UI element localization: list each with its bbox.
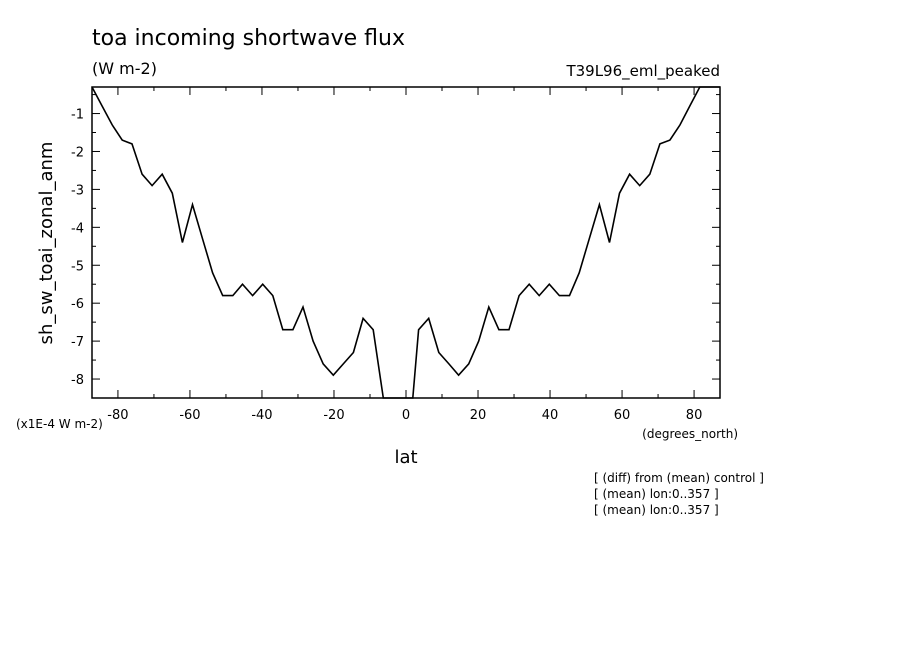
y-tick-label: -5 xyxy=(71,259,84,274)
series-line xyxy=(91,86,720,399)
y-tick-label: -2 xyxy=(71,145,84,160)
plot-frame xyxy=(91,86,721,399)
y-tick-label: -3 xyxy=(71,183,84,198)
x-axis-label: lat xyxy=(394,447,417,468)
x-units-label: (degrees_north) xyxy=(642,427,738,441)
experiment-label: T39L96_eml_peaked xyxy=(565,62,720,81)
x-tick-label: -40 xyxy=(251,408,272,423)
x-tick-label: -60 xyxy=(179,408,200,423)
axis-ticks xyxy=(92,87,720,399)
x-tick-label: 20 xyxy=(470,408,487,423)
x-tick-label: 80 xyxy=(686,408,703,423)
x-tick-label: 60 xyxy=(614,408,631,423)
chart-title: toa incoming shortwave flux xyxy=(92,26,405,51)
y-scale-note: (x1E-4 W m-2) xyxy=(16,417,103,431)
y-tick-label: -6 xyxy=(71,297,84,312)
x-tick-labels: -80 -60 -40 -20 0 20 40 60 80 xyxy=(107,408,702,423)
x-tick-label: 40 xyxy=(542,408,559,423)
x-tick-label: -20 xyxy=(323,408,344,423)
y-tick-label: -1 xyxy=(71,108,84,123)
x-tick-label: -80 xyxy=(107,408,128,423)
note-line-2: [ (mean) lon:0..357 ] xyxy=(594,487,719,501)
y-axis-label: sh_sw_toai_zonal_anm xyxy=(36,142,57,345)
note-line-1: [ (diff) from (mean) control ] xyxy=(594,471,764,485)
x-tick-label: 0 xyxy=(402,408,410,423)
y-tick-label: -7 xyxy=(71,335,84,350)
y-tick-label: -8 xyxy=(71,373,84,388)
note-line-3: [ (mean) lon:0..357 ] xyxy=(594,503,719,517)
chart-units: (W m-2) xyxy=(92,59,157,78)
y-tick-labels: -1 -2 -3 -4 -5 -6 -7 -8 xyxy=(71,108,84,388)
y-tick-label: -4 xyxy=(71,221,84,236)
